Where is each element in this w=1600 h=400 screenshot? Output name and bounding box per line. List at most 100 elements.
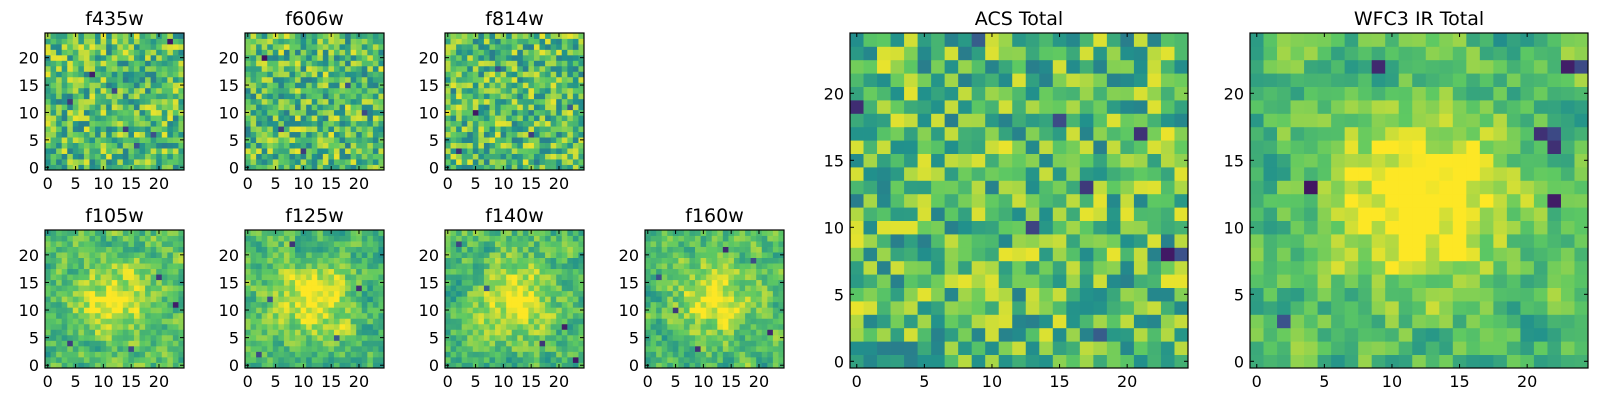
heatmap-cell	[1174, 327, 1189, 342]
x-tick-label: 10	[93, 372, 113, 391]
heatmap-cell	[550, 362, 557, 369]
heatmap-cell	[311, 38, 318, 45]
heatmap-cell	[278, 257, 285, 264]
heatmap-cell	[283, 301, 290, 308]
heatmap-cell	[139, 54, 146, 61]
heatmap-cell	[300, 159, 307, 165]
heatmap-cell	[95, 115, 101, 122]
heatmap-cell	[289, 126, 296, 133]
heatmap-cell	[145, 257, 152, 264]
heatmap-cell	[172, 235, 179, 242]
heatmap-cell	[350, 235, 357, 242]
heatmap-cell	[556, 87, 563, 94]
heatmap-cell	[250, 142, 257, 149]
heatmap-cell	[745, 362, 752, 369]
heatmap-cell	[506, 285, 513, 292]
heatmap-cell	[1147, 180, 1162, 195]
heatmap-cell	[483, 285, 490, 292]
heatmap-cell	[495, 43, 501, 50]
heatmap-cell	[278, 109, 285, 116]
heatmap-cell	[95, 235, 101, 242]
heatmap-cell	[117, 296, 124, 303]
heatmap-cell	[139, 246, 146, 253]
heatmap-cell	[550, 329, 557, 336]
heatmap-cell	[728, 257, 735, 264]
heatmap-cell	[528, 318, 535, 325]
heatmap-cell	[539, 345, 546, 352]
heatmap-cell	[167, 33, 174, 39]
heatmap-cell	[733, 263, 740, 270]
heatmap-cell	[95, 148, 101, 154]
heatmap-cell	[489, 164, 496, 171]
heatmap-cell	[317, 60, 324, 67]
heatmap-cell	[356, 142, 363, 149]
heatmap-cell	[556, 131, 563, 138]
heatmap-cell	[528, 246, 535, 253]
heatmap-cell	[672, 285, 679, 292]
heatmap-cell	[339, 38, 346, 45]
heatmap-cell	[78, 257, 85, 264]
heatmap-cell	[985, 274, 1000, 288]
heatmap-cell	[161, 109, 168, 116]
heatmap-cell	[904, 153, 918, 168]
heatmap-cell	[150, 307, 157, 314]
heatmap-cell	[361, 159, 368, 165]
heatmap-cell	[706, 362, 713, 369]
heatmap-cell	[478, 235, 485, 242]
heatmap-cell	[95, 290, 101, 297]
heatmap-cell	[711, 362, 718, 369]
heatmap-cell	[333, 120, 340, 127]
heatmap-cell	[711, 235, 718, 242]
heatmap-cell	[267, 49, 274, 56]
heatmap-cell	[306, 93, 313, 100]
heatmap-cell	[478, 54, 485, 61]
heatmap-cell	[772, 323, 779, 330]
heatmap-cell	[161, 268, 168, 275]
heatmap-cell	[128, 93, 135, 100]
heatmap-cell	[706, 318, 713, 325]
heatmap-cell	[904, 287, 918, 302]
heatmap-cell	[700, 241, 707, 247]
heatmap-cell	[467, 340, 474, 347]
heatmap-cell	[489, 60, 496, 67]
heatmap-cell	[350, 65, 357, 72]
heatmap-cell	[645, 345, 651, 352]
heatmap-cell	[1039, 220, 1054, 235]
heatmap-cell	[256, 109, 263, 116]
heatmap-cell	[361, 279, 368, 286]
heatmap-cell	[56, 65, 63, 72]
heatmap-cell	[245, 351, 251, 358]
heatmap-cell	[117, 142, 124, 149]
heatmap-cell	[1160, 314, 1175, 329]
heatmap-cell	[339, 351, 346, 358]
heatmap-cell	[545, 257, 552, 264]
heatmap-cell	[83, 230, 90, 236]
y-tick-label: 10	[19, 103, 39, 122]
heatmap-cell	[95, 65, 101, 72]
heatmap-cell	[528, 340, 535, 347]
heatmap-cell	[511, 71, 518, 78]
heatmap-cell	[78, 115, 85, 122]
heatmap-cell	[289, 43, 296, 50]
heatmap-cell	[472, 98, 479, 105]
heatmap-cell	[161, 323, 168, 330]
heatmap-cell	[50, 76, 57, 83]
heatmap-cell	[122, 98, 129, 105]
heatmap-cell	[328, 60, 335, 67]
heatmap-cell	[767, 345, 774, 352]
heatmap-cell	[161, 38, 168, 45]
heatmap-cell	[317, 76, 324, 83]
heatmap-cell	[45, 131, 51, 138]
heatmap-cell	[172, 323, 179, 330]
heatmap-cell	[467, 54, 474, 61]
heatmap-cell	[278, 164, 285, 171]
heatmap-cell	[772, 230, 779, 236]
heatmap-cell	[506, 43, 513, 50]
heatmap-cell	[711, 257, 718, 264]
heatmap-cell	[567, 274, 574, 281]
heatmap-cell	[83, 33, 90, 39]
heatmap-cell	[717, 246, 724, 253]
heatmap-cell	[45, 49, 51, 56]
heatmap-cell	[472, 340, 479, 347]
heatmap-cell	[145, 334, 152, 341]
